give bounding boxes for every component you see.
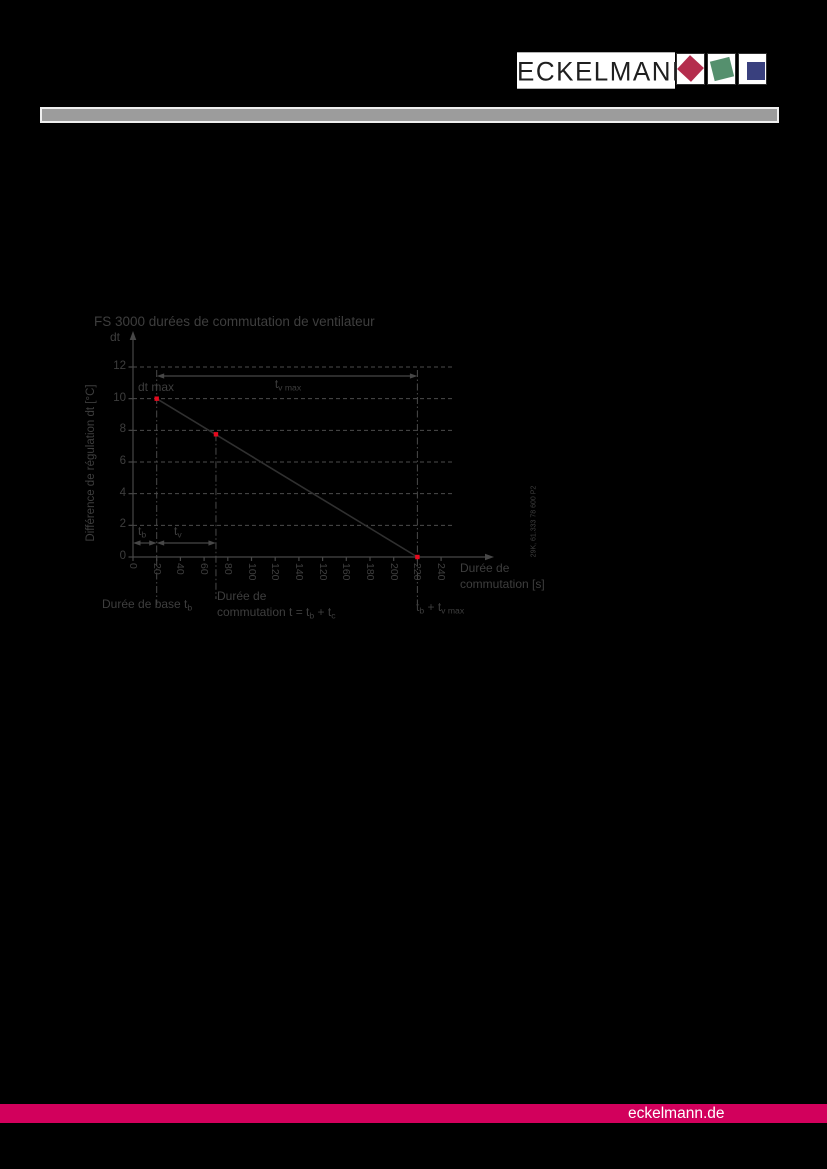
footer-bar: eckelmann.de — [0, 1104, 827, 1123]
x-tick-label: 60 — [198, 563, 211, 575]
switch-time-line1: Durée de — [217, 589, 267, 603]
footer-link[interactable]: eckelmann.de — [628, 1105, 725, 1122]
data-point — [154, 396, 159, 401]
x-tick-label: 120 — [269, 563, 282, 581]
tb-sub: b — [141, 529, 147, 540]
y-tick-label: 2 — [119, 518, 126, 531]
annotation-dt-max: dt max — [138, 380, 175, 394]
end-time-sub2: v max — [441, 605, 465, 616]
y-tick-label: 4 — [119, 486, 126, 499]
annotation-end-time: tb + tv max — [416, 600, 464, 616]
x-tick-label: 240 — [435, 563, 448, 581]
x-axis-title: Durée de commutation [s] — [460, 561, 545, 592]
base-time-sub: b — [187, 602, 193, 613]
y-tick-label: 0 — [119, 550, 126, 562]
switch-time-sub1: b — [309, 610, 315, 621]
annotation-base-time: Durée de base tb — [102, 597, 192, 613]
tb-base: t — [138, 524, 142, 538]
document-number-note: 29K, 61.333 78 600 P2 — [530, 485, 538, 558]
switch-time-mid: + t — [314, 604, 332, 619]
chart-canvas — [128, 331, 494, 605]
logo-wordmark: ECKELMANN — [517, 52, 691, 89]
blue-square-icon — [747, 62, 765, 80]
y-tick-label: 12 — [113, 360, 126, 372]
red-diamond-icon — [677, 55, 704, 82]
x-tick-label: 20 — [150, 563, 163, 575]
x-tick-label: 0 — [127, 563, 139, 569]
x-tick-label: 140 — [292, 563, 305, 581]
logo-square-box-1 — [676, 53, 705, 85]
tv-base: t — [174, 524, 178, 538]
x-tick-label: 220 — [411, 563, 424, 581]
x-axis-title-line2: commutation [s] — [460, 576, 545, 591]
logo-square-box-2 — [707, 53, 736, 85]
y-tick-label: 10 — [113, 391, 126, 404]
data-point — [415, 554, 420, 560]
tv-sub: v — [177, 529, 182, 540]
x-tick-label: 180 — [364, 563, 376, 581]
x-tick-label: 160 — [340, 563, 353, 581]
x-tick-label: 80 — [221, 563, 234, 575]
x-tick-label: 120 — [316, 563, 329, 581]
y-tick-label: 8 — [119, 423, 126, 436]
annotation-tv-max: tv max — [248, 377, 328, 393]
switch-time-pre: commutation t = t — [217, 604, 310, 619]
end-time-sub1: b — [419, 605, 425, 616]
x-tick-label: 100 — [245, 563, 258, 581]
tv-max-sub: v max — [278, 382, 302, 393]
logo-square-box-3 — [738, 53, 767, 85]
data-point — [213, 432, 219, 437]
switch-time-sub2: c — [331, 610, 336, 621]
header-divider-bar — [40, 107, 779, 123]
y-axis-symbol: dt — [110, 330, 121, 344]
green-square-icon — [709, 56, 735, 82]
y-tick-label: 6 — [119, 455, 126, 467]
base-time-text: Durée de base t — [102, 597, 188, 611]
x-tick-label: 40 — [174, 563, 187, 575]
annotation-tv: tv — [174, 524, 182, 540]
tv-max-base: t — [274, 377, 279, 391]
annotation-tb: tb — [138, 524, 146, 540]
fan-switching-time-chart: FS 3000 durées de commutation de ventila… — [80, 314, 580, 630]
x-axis-title-line1: Durée de — [460, 561, 510, 575]
end-time-mid: + t — [424, 600, 442, 614]
end-time-pre: t — [416, 600, 420, 614]
chart-title: FS 3000 durées de commutation de ventila… — [94, 314, 375, 329]
annotation-switch-time: Durée de commutation t = tb + tc — [217, 589, 336, 624]
x-tick-label: 200 — [387, 563, 400, 581]
